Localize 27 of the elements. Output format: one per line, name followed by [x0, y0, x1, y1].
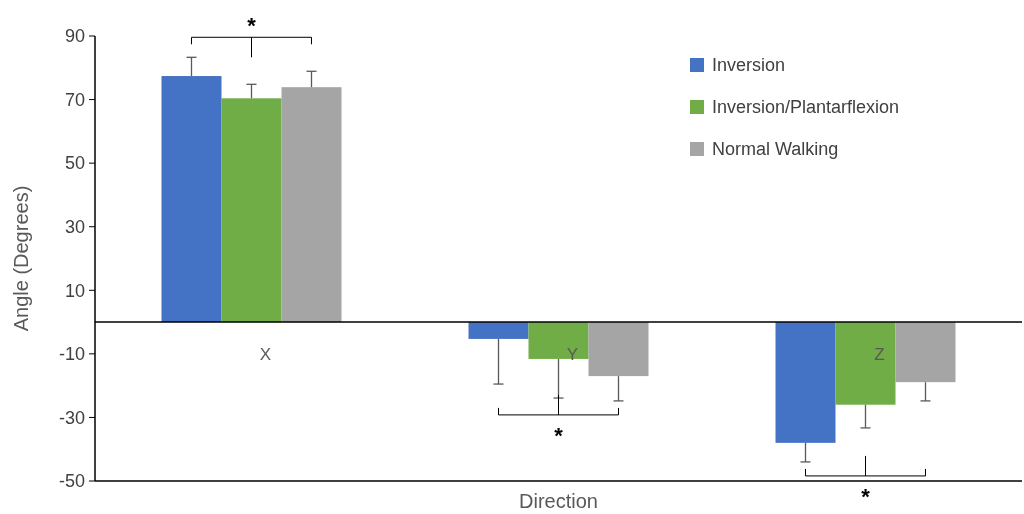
- y-tick-label: 50: [64, 153, 85, 174]
- y-tick-label: -10: [58, 344, 85, 365]
- bar: [588, 322, 649, 377]
- annotation: *: [554, 422, 564, 448]
- bar: [895, 322, 956, 383]
- y-tick-label: 90: [64, 26, 85, 47]
- y-tick-label: -50: [58, 471, 85, 492]
- legend-label: Inversion: [712, 55, 786, 76]
- x-axis-title: Direction: [519, 490, 598, 512]
- y-tick-label: -30: [58, 407, 85, 428]
- bar: [281, 87, 342, 323]
- text: *: [861, 483, 871, 509]
- legend-label: Inversion/Plantarflexion: [712, 97, 900, 118]
- bar: [468, 322, 529, 339]
- legend-label: Normal Walking: [712, 139, 839, 160]
- x-tick-label: X: [259, 345, 272, 365]
- x-tick-label: Z: [874, 345, 885, 365]
- y-axis-title: Angle (Degrees): [10, 185, 32, 332]
- bar: [221, 98, 282, 323]
- bar: [528, 322, 589, 359]
- y-tick-label: 10: [64, 280, 85, 301]
- annotation: *: [247, 13, 257, 39]
- bar: [161, 76, 222, 323]
- y-tick-label: 30: [64, 217, 85, 238]
- bar: [775, 322, 836, 443]
- bar: [835, 322, 896, 405]
- y-tick-label: 70: [64, 89, 85, 110]
